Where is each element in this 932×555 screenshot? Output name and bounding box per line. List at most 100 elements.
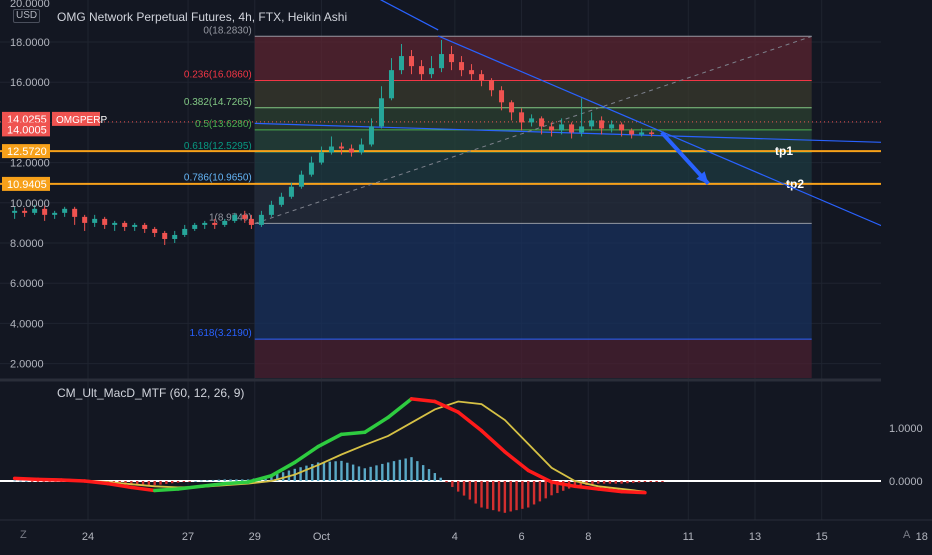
macd-histogram-bar bbox=[544, 481, 547, 499]
macd-histogram-bar bbox=[632, 481, 635, 483]
macd-histogram-bar bbox=[153, 481, 156, 486]
left-axis-top-value: 20.0000 bbox=[10, 0, 50, 10]
timezone-icon[interactable]: Z bbox=[20, 529, 27, 541]
candle-body bbox=[192, 224, 198, 229]
trendline-flat-support[interactable] bbox=[254, 122, 922, 145]
candle-body bbox=[132, 224, 138, 227]
candle-body bbox=[348, 148, 354, 153]
candle-body bbox=[248, 218, 254, 225]
auto-scale-icon[interactable]: A bbox=[903, 529, 911, 541]
time-tick-label: 29 bbox=[249, 531, 261, 543]
macd-line-segment bbox=[363, 415, 390, 434]
macd-histogram-bar bbox=[474, 481, 477, 504]
candle-body bbox=[469, 70, 475, 75]
macd-histogram-bar bbox=[299, 467, 302, 481]
macd-histogram-bar bbox=[188, 481, 191, 482]
macd-line-segment bbox=[526, 468, 554, 484]
macd-histogram-bar bbox=[270, 475, 273, 481]
currency-badge[interactable]: USD bbox=[13, 9, 41, 23]
fib-zone bbox=[254, 339, 812, 378]
macd-histogram-bar bbox=[468, 481, 472, 500]
macd-histogram-bar bbox=[171, 481, 174, 484]
candle-body bbox=[549, 126, 555, 131]
trendline-prior-resistance[interactable] bbox=[308, 0, 439, 31]
candle-body bbox=[609, 124, 615, 129]
candle-body bbox=[378, 98, 384, 127]
macd-histogram-bar bbox=[363, 468, 367, 481]
fibonacci-retracement[interactable]: 0(18.2830) 0.236(16.0860) 0.382(14.7265) 0.… bbox=[184, 25, 812, 378]
macd-histogram-bar bbox=[200, 480, 203, 482]
macd-histogram-bar bbox=[246, 479, 250, 481]
macd-histogram-bar bbox=[42, 481, 46, 482]
macd-histogram-bar bbox=[328, 461, 331, 481]
candle-body bbox=[298, 174, 304, 187]
macd-line-segment bbox=[246, 473, 274, 484]
macd-line-segment bbox=[106, 481, 134, 490]
macd-histogram-bar bbox=[322, 462, 326, 481]
macd-histogram-bar bbox=[597, 481, 600, 484]
macd-histogram-bar bbox=[661, 481, 664, 483]
fib-level-label: 0.786(10.9650) bbox=[184, 172, 252, 183]
macd-histogram-bar bbox=[351, 464, 355, 481]
candle-body bbox=[529, 118, 535, 123]
macd-line-segment bbox=[456, 410, 484, 433]
projection-arrow-head[interactable] bbox=[696, 171, 709, 184]
macd-histogram-bar bbox=[159, 481, 162, 485]
fib-zone bbox=[254, 36, 812, 81]
dashed-diagonal-line[interactable] bbox=[254, 35, 812, 224]
price-tick-label: 12.0000 bbox=[10, 158, 50, 170]
price-label-box bbox=[2, 144, 50, 159]
macd-histogram-bar bbox=[36, 481, 40, 482]
macd-histogram-bar bbox=[386, 462, 390, 481]
macd-histogram-bar bbox=[30, 481, 34, 482]
candle-body bbox=[419, 66, 424, 75]
indicator-title[interactable]: CM_Ult_MacD_MTF (60, 12, 26, 9) bbox=[57, 386, 245, 400]
candle-body bbox=[459, 62, 465, 71]
candle-body bbox=[52, 212, 58, 215]
macd-histogram-bar bbox=[206, 480, 209, 482]
candle-body bbox=[629, 130, 635, 135]
macd-histogram-bar bbox=[649, 481, 652, 483]
candle-body bbox=[358, 144, 364, 153]
macd-histogram-bar bbox=[118, 481, 121, 484]
macd-line-segment bbox=[59, 478, 87, 483]
time-tick-label: 24 bbox=[82, 531, 94, 543]
candle-body bbox=[222, 220, 228, 225]
candle-body bbox=[649, 132, 655, 134]
macd-histogram-bar bbox=[527, 481, 530, 508]
time-tick-label: 15 bbox=[816, 531, 828, 543]
candle-body bbox=[559, 124, 565, 131]
macd-histogram-bar bbox=[515, 481, 518, 511]
candle-body bbox=[449, 54, 455, 63]
fib-zone bbox=[254, 223, 812, 340]
macd-pane bbox=[0, 397, 881, 513]
candle-body bbox=[142, 224, 148, 229]
symbol-label-text: OMGPERP bbox=[56, 115, 107, 126]
macd-histogram-bar bbox=[451, 481, 454, 487]
candle-body bbox=[32, 208, 38, 213]
macd-histogram-bar bbox=[141, 481, 145, 485]
macd-histogram-bar bbox=[643, 481, 647, 483]
macd-line-segment bbox=[549, 480, 577, 489]
macd-line-segment bbox=[199, 481, 227, 489]
macd-histogram-bar bbox=[573, 481, 577, 487]
macd-histogram-bar bbox=[124, 481, 127, 484]
fib-zone bbox=[254, 129, 812, 152]
candle-body bbox=[318, 152, 324, 163]
trendline-descending-resistance[interactable] bbox=[437, 35, 922, 244]
candle-body bbox=[122, 222, 128, 227]
macd-histogram-bar bbox=[381, 463, 384, 481]
candle-body bbox=[509, 102, 515, 113]
price-label-box bbox=[2, 122, 50, 137]
macd-histogram-bar bbox=[427, 469, 431, 481]
candle-body bbox=[172, 234, 178, 239]
candle-body bbox=[368, 126, 374, 145]
candles bbox=[12, 39, 655, 246]
macd-line-segment bbox=[82, 479, 110, 486]
price-tick-label: 6.0000 bbox=[10, 278, 44, 290]
macd-histogram-bar bbox=[182, 481, 186, 483]
time-tick-label: 13 bbox=[749, 531, 761, 543]
fib-zone bbox=[254, 183, 812, 224]
